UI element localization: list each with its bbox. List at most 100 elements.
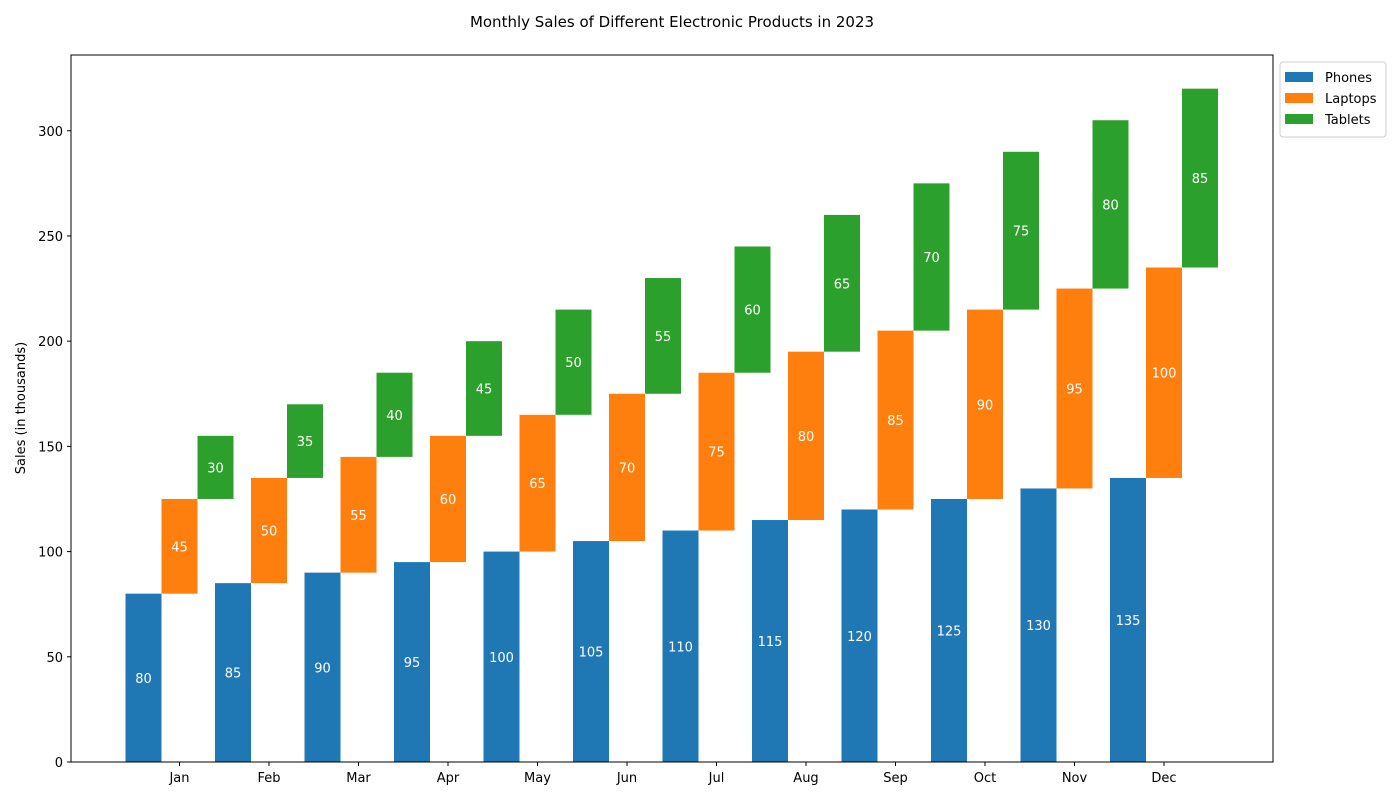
bar-tablets-nov [1092, 120, 1129, 289]
bar-value-label: 40 [386, 409, 403, 424]
bar-laptops-apr [430, 435, 466, 563]
bar-value-label: 50 [565, 356, 582, 371]
y-tick-label: 150 [38, 440, 63, 455]
bar-laptops-may [519, 414, 556, 552]
legend-label-laptops: Laptops [1325, 92, 1377, 107]
legend-swatch-laptops [1285, 93, 1313, 103]
x-tick-label: Aug [793, 771, 818, 786]
bar-value-label: 50 [261, 525, 278, 540]
bar-value-label: 130 [1026, 619, 1051, 634]
x-tick-label: Jul [708, 771, 725, 786]
bar-tablets-jan [197, 435, 234, 499]
bar-phones-sep [841, 509, 878, 762]
bar-tablets-jun [645, 278, 681, 394]
bar-tablets-feb [287, 404, 323, 478]
bar-laptops-jul [698, 372, 735, 531]
bar-value-label: 75 [708, 446, 725, 461]
y-tick-label: 200 [38, 335, 63, 350]
bar-value-label: 115 [758, 635, 783, 650]
x-tick-label: Jun [616, 771, 637, 786]
bar-value-label: 100 [489, 651, 514, 666]
x-tick-label: Sep [883, 771, 908, 786]
bar-value-label: 85 [887, 414, 904, 429]
bar-value-label: 65 [834, 277, 851, 292]
bar-value-label: 80 [135, 672, 152, 687]
chart-title: Monthly Sales of Different Electronic Pr… [470, 13, 874, 31]
bar-value-label: 60 [744, 304, 761, 319]
bar-phones-aug [752, 520, 788, 762]
bar-value-label: 45 [476, 383, 493, 398]
legend-swatch-tablets [1285, 114, 1313, 124]
bar-phones-jan [125, 593, 162, 762]
bar-tablets-apr [466, 341, 502, 436]
bar-value-label: 90 [977, 398, 994, 413]
bars-layer [125, 88, 1218, 762]
bar-tablets-oct [1003, 151, 1039, 310]
bar-laptops-mar [340, 456, 377, 573]
y-tick-label: 100 [38, 546, 63, 561]
bar-value-label: 120 [847, 630, 872, 645]
bar-value-label: 85 [1192, 172, 1209, 187]
y-tick-label: 0 [55, 756, 63, 771]
bar-value-label: 55 [655, 330, 672, 345]
bar-phones-may [483, 551, 520, 762]
bar-tablets-aug [824, 214, 860, 352]
x-tick-label: Dec [1151, 771, 1176, 786]
bar-value-label: 80 [1102, 198, 1119, 213]
bar-value-label: 110 [668, 640, 693, 655]
bar-value-label: 135 [1116, 614, 1141, 629]
bar-laptops-dec [1146, 267, 1182, 478]
bar-value-label: 90 [314, 661, 331, 676]
bar-labels-layer: 80 45 30 85 50 35 90 55 40 95 60 45 100 65 50 105 70 55 11… [135, 172, 1208, 687]
bar-phones-mar [304, 572, 341, 762]
bar-value-label: 95 [404, 656, 421, 671]
bar-phones-jul [662, 530, 699, 762]
x-tick-label: Apr [437, 771, 460, 786]
x-tick-label: Nov [1062, 771, 1088, 786]
axes-layer: Jan Feb Mar Apr May Jun Jul Aug Sep Oct Nov Dec 0 50 1… [38, 54, 1274, 786]
bar-value-label: 55 [350, 509, 367, 524]
bar-laptops-feb [251, 477, 287, 584]
bar-laptops-nov [1056, 288, 1093, 489]
bar-phones-nov [1020, 488, 1057, 762]
bar-value-label: 75 [1013, 225, 1030, 240]
y-tick-label: 250 [38, 230, 63, 245]
bar-tablets-mar [376, 372, 413, 457]
bar-value-label: 35 [297, 435, 314, 450]
legend: Phones Laptops Tablets [1279, 61, 1387, 138]
bar-laptops-oct [967, 309, 1003, 499]
legend-swatch-phones [1285, 72, 1313, 82]
bar-value-label: 60 [440, 493, 457, 508]
bar-laptops-jan [161, 498, 198, 594]
bar-tablets-dec [1182, 88, 1218, 268]
bar-value-label: 70 [619, 461, 636, 476]
y-axis-label: Sales (in thousands) [14, 342, 29, 474]
bar-laptops-jun [609, 393, 645, 542]
bar-tablets-sep [913, 183, 950, 331]
bar-laptops-aug [788, 351, 824, 521]
x-tick-label: Mar [346, 771, 371, 786]
bar-phones-apr [394, 562, 430, 762]
bar-value-label: 30 [207, 461, 224, 476]
bar-laptops-sep [877, 330, 914, 510]
bar-value-label: 80 [798, 430, 815, 445]
bar-value-label: 125 [937, 624, 962, 639]
y-tick-label: 50 [46, 651, 63, 666]
x-tick-label: Jan [168, 771, 189, 786]
y-tick-label: 300 [38, 125, 63, 140]
bar-value-label: 85 [225, 667, 242, 682]
bar-tablets-may [555, 309, 592, 415]
x-tick-label: May [524, 771, 551, 786]
bar-phones-jun [573, 541, 609, 762]
bar-tablets-jul [734, 246, 771, 373]
bar-phones-oct [931, 498, 967, 762]
plot-frame [70, 54, 1274, 763]
legend-label-tablets: Tablets [1324, 113, 1371, 128]
bar-value-label: 45 [171, 540, 188, 555]
legend-label-phones: Phones [1325, 71, 1372, 86]
bar-value-label: 100 [1152, 367, 1177, 382]
bar-value-label: 65 [529, 477, 546, 492]
bar-value-label: 95 [1066, 383, 1083, 398]
bar-phones-feb [215, 583, 251, 762]
